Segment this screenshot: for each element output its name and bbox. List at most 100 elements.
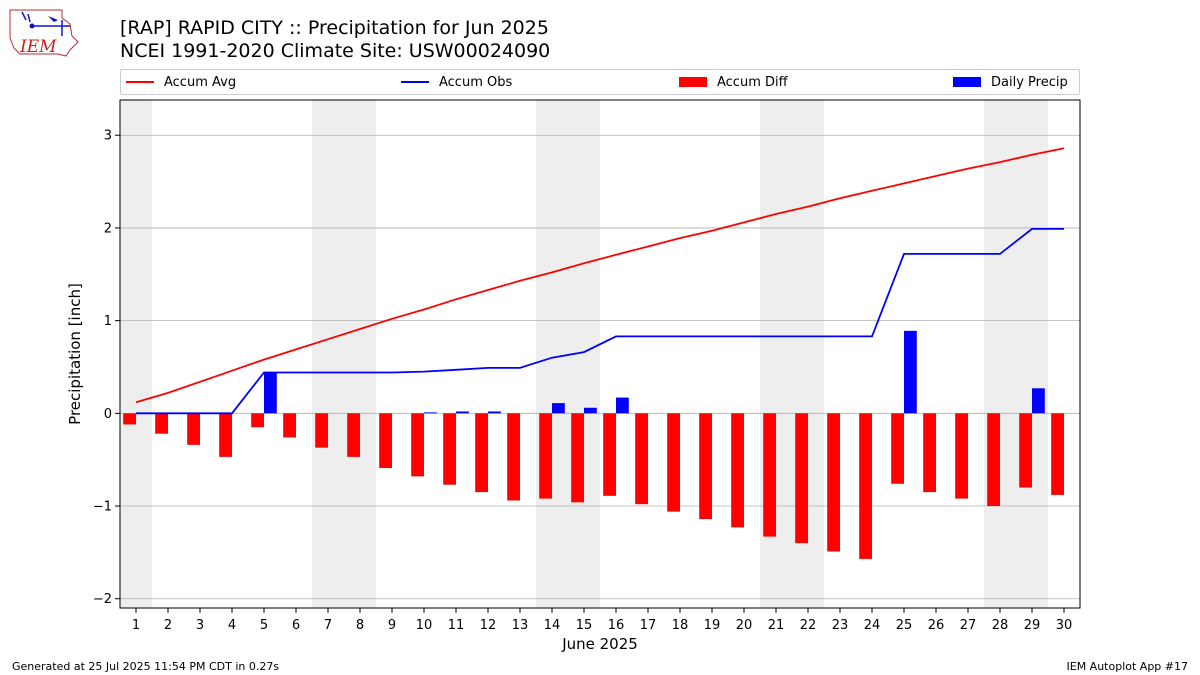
x-tick-label: 23 — [832, 618, 849, 633]
accum-diff-bar — [635, 413, 648, 505]
x-tick-label: 2 — [164, 618, 172, 633]
accum-diff-bar — [1019, 413, 1032, 488]
accum-diff-bar — [347, 413, 360, 457]
y-tick-label: 0 — [104, 407, 112, 422]
x-tick-label: 27 — [960, 618, 977, 633]
iem-logo: IEM — [9, 9, 79, 57]
accum-diff-bar — [315, 413, 328, 448]
accum-diff-bar — [923, 413, 936, 493]
legend-swatch-accum-diff — [679, 77, 707, 87]
y-axis-label: Precipitation [inch] — [66, 283, 84, 425]
daily-precip-bar — [616, 397, 629, 414]
accum-avg-line — [135, 147, 1065, 404]
accum-diff-bar — [283, 413, 296, 438]
x-tick-label: 17 — [640, 618, 657, 633]
chart-title: [RAP] RAPID CITY :: Precipitation for Ju… — [120, 17, 549, 39]
accum-diff-bar — [891, 413, 904, 484]
accum-diff-bar — [123, 413, 136, 425]
daily-precip-bar — [456, 411, 469, 414]
legend-label-accum-obs: Accum Obs — [439, 74, 513, 90]
weekend-shade — [984, 100, 1048, 608]
x-tick-label: 16 — [608, 618, 625, 633]
plot-frame — [119, 99, 1081, 609]
accum-diff-bar — [443, 413, 456, 485]
daily-precip-bar — [904, 330, 917, 414]
accum-diff-bar — [795, 413, 808, 544]
x-tick-label: 4 — [228, 618, 236, 633]
accum-diff-bar — [507, 413, 520, 501]
accum-diff-bar — [571, 413, 584, 503]
daily-precip-bar — [488, 411, 501, 414]
x-tick-label: 5 — [260, 618, 268, 633]
accum-diff-bar — [187, 413, 200, 445]
accum-diff-bar — [219, 413, 232, 457]
x-tick-label: 6 — [292, 618, 300, 633]
accum-diff-bar — [667, 413, 680, 512]
daily-precip-bar — [584, 407, 597, 414]
x-tick-label: 26 — [928, 618, 945, 633]
accum-diff-bar — [955, 413, 968, 499]
logo-text: IEM — [19, 37, 57, 57]
weekend-shade — [120, 100, 152, 608]
accum-diff-bar — [763, 413, 776, 537]
daily-precip-bar — [552, 403, 565, 414]
x-tick-label: 3 — [196, 618, 204, 633]
x-tick-label: 29 — [1024, 618, 1041, 633]
weekend-shade — [312, 100, 376, 608]
accum-diff-bar — [379, 413, 392, 469]
accum-diff-bar — [603, 413, 616, 496]
accum-diff-bar — [987, 413, 1000, 507]
legend-item-daily-precip: Daily Precip — [953, 70, 1068, 94]
daily-precip-bar — [264, 372, 277, 414]
y-tick-label: 3 — [104, 129, 112, 144]
accum-obs-line — [136, 227, 1064, 415]
y-tick-label: 2 — [104, 221, 112, 236]
footer-generated: Generated at 25 Jul 2025 11:54 PM CDT in… — [12, 660, 280, 673]
x-tick-label: 10 — [416, 618, 433, 633]
legend-label-accum-avg: Accum Avg — [164, 74, 237, 90]
legend-swatch-accum-avg — [126, 81, 154, 83]
x-tick-label: 13 — [512, 618, 529, 633]
legend-swatch-accum-obs — [401, 81, 429, 83]
x-tick-label: 25 — [896, 618, 913, 633]
x-tick-label: 19 — [704, 618, 721, 633]
accum-diff-bar — [155, 413, 168, 434]
x-tick-label: 1 — [132, 618, 140, 633]
daily-precip-bar — [424, 412, 437, 414]
accum-diff-bar — [539, 413, 552, 499]
legend-item-accum-avg: Accum Avg — [126, 70, 236, 94]
legend-label-daily-precip: Daily Precip — [991, 74, 1068, 90]
daily-precip-bar — [1032, 388, 1045, 414]
legend: Accum Avg Accum Obs Accum Diff Daily Pre… — [120, 69, 1080, 95]
x-tick-label: 14 — [544, 618, 561, 633]
x-tick-label: 22 — [800, 618, 817, 633]
x-tick-label: 18 — [672, 618, 689, 633]
accum-diff-bar — [859, 413, 872, 559]
chart-subtitle: NCEI 1991-2020 Climate Site: USW00024090 — [120, 40, 551, 62]
accum-diff-bar — [731, 413, 744, 528]
accum-diff-bar — [411, 413, 424, 477]
x-axis-label: June 2025 — [561, 635, 638, 653]
legend-item-accum-diff: Accum Diff — [679, 70, 788, 94]
y-tick-label: 1 — [104, 314, 112, 329]
accum-diff-bar — [475, 413, 488, 493]
accum-diff-bar — [827, 413, 840, 552]
footer-app: IEM Autoplot App #17 — [1066, 660, 1189, 673]
x-tick-label: 8 — [356, 618, 364, 633]
y-tick-label: −2 — [93, 592, 112, 607]
x-tick-label: 24 — [864, 618, 881, 633]
legend-swatch-daily-precip — [953, 77, 981, 87]
x-tick-label: 30 — [1056, 618, 1073, 633]
x-tick-label: 15 — [576, 618, 593, 633]
accum-diff-bar — [699, 413, 712, 520]
y-tick-label: −1 — [93, 500, 112, 515]
accum-diff-bar — [251, 413, 264, 428]
x-tick-label: 9 — [388, 618, 396, 633]
x-tick-label: 7 — [324, 618, 332, 633]
x-tick-label: 12 — [480, 618, 497, 633]
x-tick-label: 28 — [992, 618, 1009, 633]
x-tick-label: 11 — [448, 618, 465, 633]
x-tick-label: 21 — [768, 618, 785, 633]
legend-item-accum-obs: Accum Obs — [401, 70, 512, 94]
